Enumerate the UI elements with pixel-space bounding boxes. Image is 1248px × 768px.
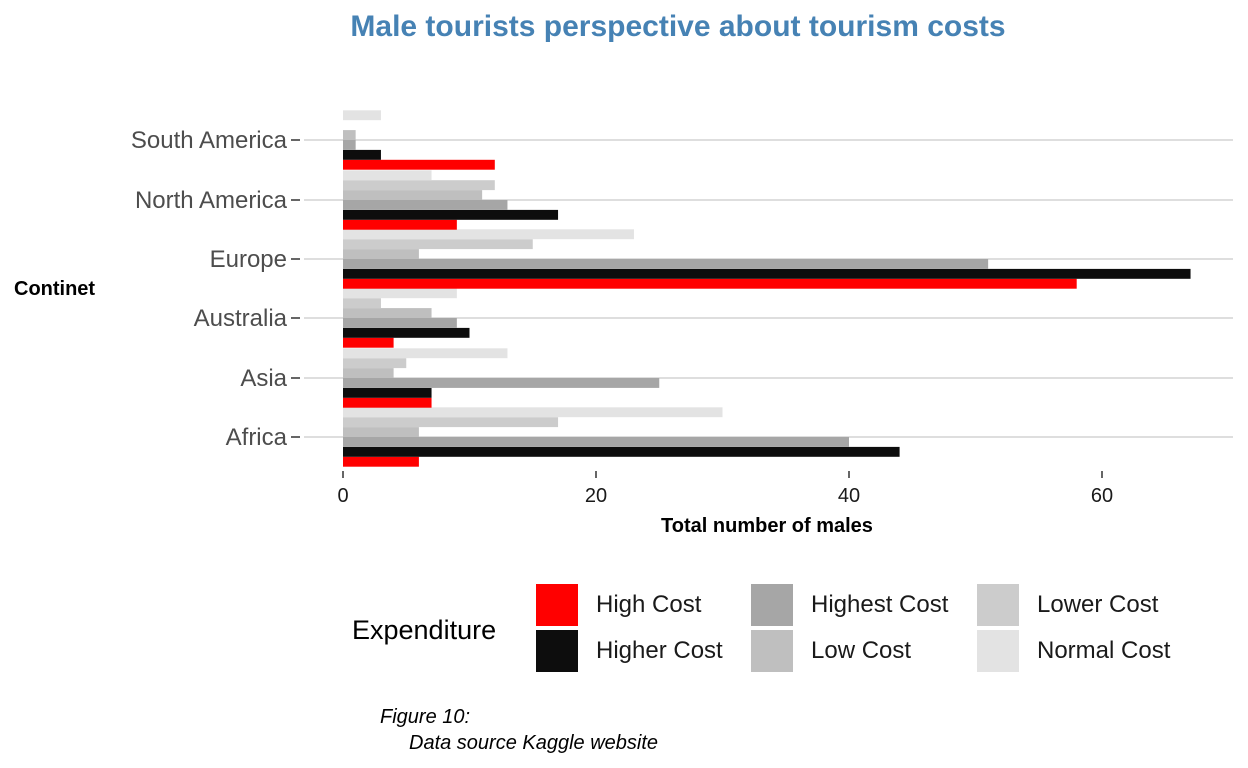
legend-swatch-low-cost (751, 630, 793, 672)
bar-north-america-higher-cost (343, 209, 559, 220)
x-tick-label-0: 0 (337, 485, 348, 507)
bar-europe-higher-cost (343, 268, 1191, 279)
x-axis-label: Total number of males (661, 515, 873, 537)
legend-item-normal-cost: Normal Cost (977, 630, 1171, 672)
bar-africa-higher-cost (343, 446, 900, 457)
legend-label-high-cost: High Cost (596, 591, 702, 618)
bar-asia-higher-cost (343, 387, 432, 398)
legend-title: Expenditure (352, 615, 497, 645)
bar-north-america-low-cost (343, 190, 483, 200)
bar-north-america-normal-cost (343, 170, 432, 181)
caption-source: Data source Kaggle website (409, 732, 659, 754)
bar-europe-high-cost (343, 278, 1077, 289)
y-axis-label: Continet (14, 278, 96, 300)
bar-australia-low-cost (343, 308, 432, 318)
bar-africa-normal-cost (343, 407, 723, 418)
bar-australia-higher-cost (343, 327, 470, 338)
bar-south-america-normal-cost (343, 110, 381, 121)
bar-africa-low-cost (343, 427, 419, 437)
legend-label-low-cost: Low Cost (811, 637, 912, 664)
bar-australia-high-cost (343, 337, 394, 348)
y-tick-label-australia: Australia (194, 305, 288, 332)
legend-swatch-higher-cost (536, 630, 578, 672)
caption-figure-number: Figure 10: (380, 706, 471, 728)
bars (343, 110, 1191, 467)
legend-label-lower-cost: Lower Cost (1037, 591, 1159, 618)
bar-south-america-high-cost (343, 159, 495, 170)
bar-europe-normal-cost (343, 229, 634, 240)
x-tick-label-60: 60 (1091, 485, 1113, 507)
y-tick-label-south-america: South America (131, 127, 288, 154)
bar-asia-low-cost (343, 368, 394, 378)
bar-africa-lower-cost (343, 417, 559, 428)
bar-asia-normal-cost (343, 348, 508, 359)
y-tick-label-europe: Europe (210, 246, 287, 273)
bar-asia-highest-cost (343, 378, 660, 388)
legend-item-lower-cost: Lower Cost (977, 584, 1159, 626)
figure-caption: Figure 10: Data source Kaggle website (380, 704, 658, 756)
bar-north-america-highest-cost (343, 200, 508, 210)
legend-item-high-cost: High Cost (536, 584, 702, 626)
legend-swatch-normal-cost (977, 630, 1019, 672)
bar-south-america-low-cost (343, 130, 356, 140)
bar-europe-lower-cost (343, 239, 533, 250)
legend-swatch-high-cost (536, 584, 578, 626)
bar-europe-highest-cost (343, 259, 989, 269)
bar-asia-high-cost (343, 397, 432, 408)
bar-north-america-lower-cost (343, 180, 495, 191)
bar-africa-high-cost (343, 456, 419, 467)
chart-title: Male tourists perspective about tourism … (350, 10, 1006, 43)
legend-item-low-cost: Low Cost (751, 630, 912, 672)
bar-australia-normal-cost (343, 288, 457, 299)
legend-swatch-highest-cost (751, 584, 793, 626)
legend-label-highest-cost: Highest Cost (811, 591, 949, 618)
bar-south-america-higher-cost (343, 149, 381, 160)
bar-north-america-high-cost (343, 219, 457, 230)
bar-australia-lower-cost (343, 298, 381, 309)
bar-south-america-highest-cost (343, 140, 356, 150)
bar-africa-highest-cost (343, 437, 849, 447)
bar-asia-lower-cost (343, 358, 407, 369)
x-tick-label-20: 20 (585, 485, 607, 507)
y-tick-label-asia: Asia (240, 365, 287, 392)
y-tick-label-africa: Africa (226, 424, 288, 451)
legend-item-higher-cost: Higher Cost (536, 630, 723, 672)
axes: Africa Asia Australia Europe North America So… (131, 127, 1113, 507)
bar-europe-low-cost (343, 249, 419, 259)
legend-label-normal-cost: Normal Cost (1037, 637, 1171, 664)
y-tick-label-north-america: North America (135, 187, 288, 214)
legend-swatch-lower-cost (977, 584, 1019, 626)
x-tick-label-40: 40 (838, 485, 860, 507)
legend-label-higher-cost: Higher Cost (596, 637, 723, 664)
legend-item-highest-cost: Highest Cost (751, 584, 949, 626)
bar-australia-highest-cost (343, 318, 457, 328)
